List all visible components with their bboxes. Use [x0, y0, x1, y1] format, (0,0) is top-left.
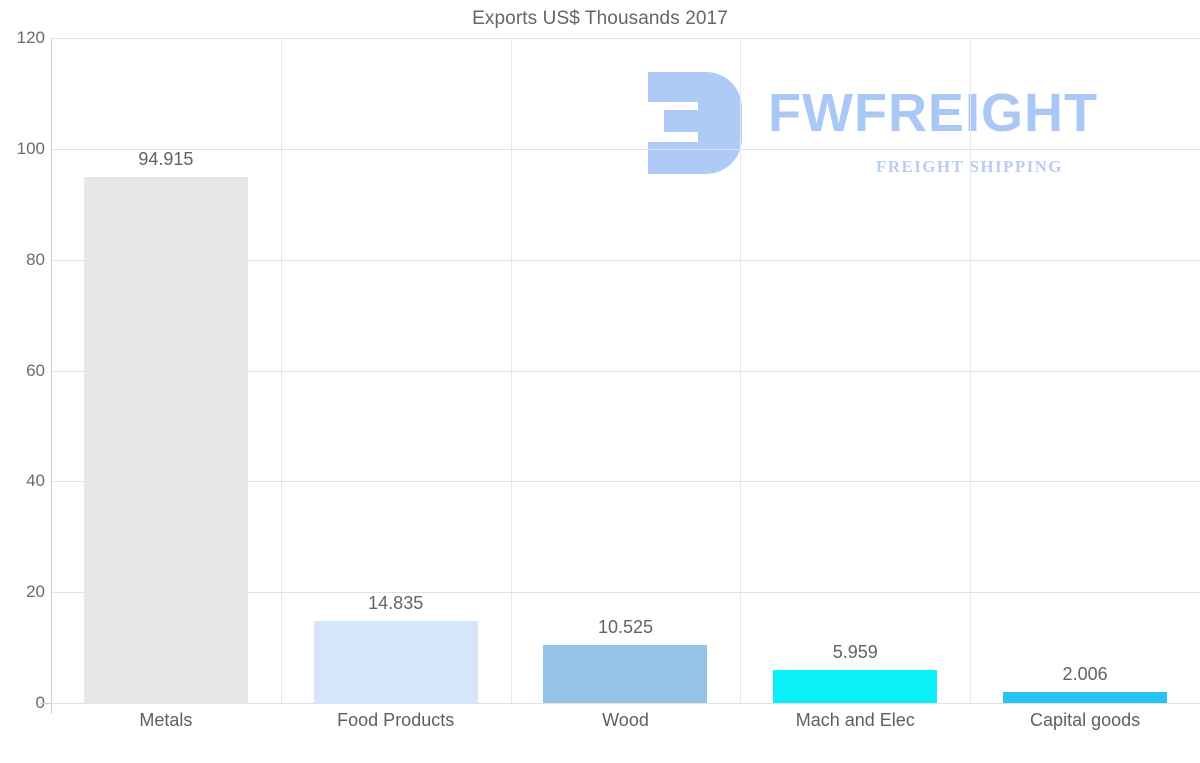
gridline-vertical — [511, 38, 512, 703]
bar-value-label: 5.959 — [832, 641, 878, 662]
gridline-horizontal — [51, 592, 1200, 594]
y-axis-tick-label: 20 — [26, 582, 45, 602]
y-axis-tick-label: 100 — [16, 138, 45, 158]
gridline-horizontal — [51, 481, 1200, 483]
chart-title: Exports US$ Thousands 2017 — [472, 8, 728, 29]
bar-group: 94.915 — [51, 38, 281, 703]
gridline-horizontal — [51, 703, 1200, 704]
gridline-horizontal — [51, 38, 1200, 39]
gridline-vertical — [740, 38, 741, 703]
y-axis-tick-label: 60 — [26, 360, 45, 380]
bar[interactable] — [773, 669, 938, 703]
bar-value-label: 10.525 — [597, 616, 654, 637]
bar[interactable] — [1003, 691, 1168, 703]
gridline-vertical — [281, 38, 282, 703]
bar-group: 10.525 — [511, 38, 741, 703]
bar[interactable] — [543, 644, 708, 703]
y-axis-tick-label: 40 — [26, 471, 45, 491]
x-axis-tick-label: Wood — [602, 710, 649, 730]
bar-group: 2.006 — [970, 38, 1200, 703]
x-axis-tick-label: Mach and Elec — [795, 710, 915, 730]
gridline-vertical — [970, 38, 971, 703]
x-axis-tick-label: Food Products — [337, 710, 455, 730]
y-axis: 0 20 40 60 80 100 120 — [0, 28, 45, 712]
gridline-horizontal — [51, 259, 1200, 261]
y-axis-tick-label: 0 — [1, 693, 45, 713]
plot-area — [40, 38, 1200, 714]
x-axis-labels: Metals Food Products Wood Mach and Elec Capi… — [51, 710, 1200, 750]
x-axis-tick-label: Metals — [139, 710, 193, 730]
bar-value-label: 94.915 — [138, 149, 194, 170]
gridline-horizontal — [51, 148, 1200, 150]
y-axis-tick-label: 80 — [26, 249, 45, 269]
bar[interactable] — [313, 620, 478, 703]
x-axis-tick-label: Capital goods — [1030, 710, 1141, 730]
bar[interactable] — [83, 177, 248, 703]
y-axis-tick-label: 120 — [16, 28, 45, 47]
bar-group: 14.835 — [281, 38, 511, 703]
bar-group: 5.959 — [740, 38, 970, 703]
gridline-horizontal — [51, 370, 1200, 372]
bars-layer: 94.915 14.835 10.525 5.959 2.006 — [51, 38, 1200, 703]
bar-value-label: 14.835 — [368, 592, 424, 613]
bar-value-label: 2.006 — [1062, 663, 1108, 684]
y-axis-line — [51, 38, 52, 714]
